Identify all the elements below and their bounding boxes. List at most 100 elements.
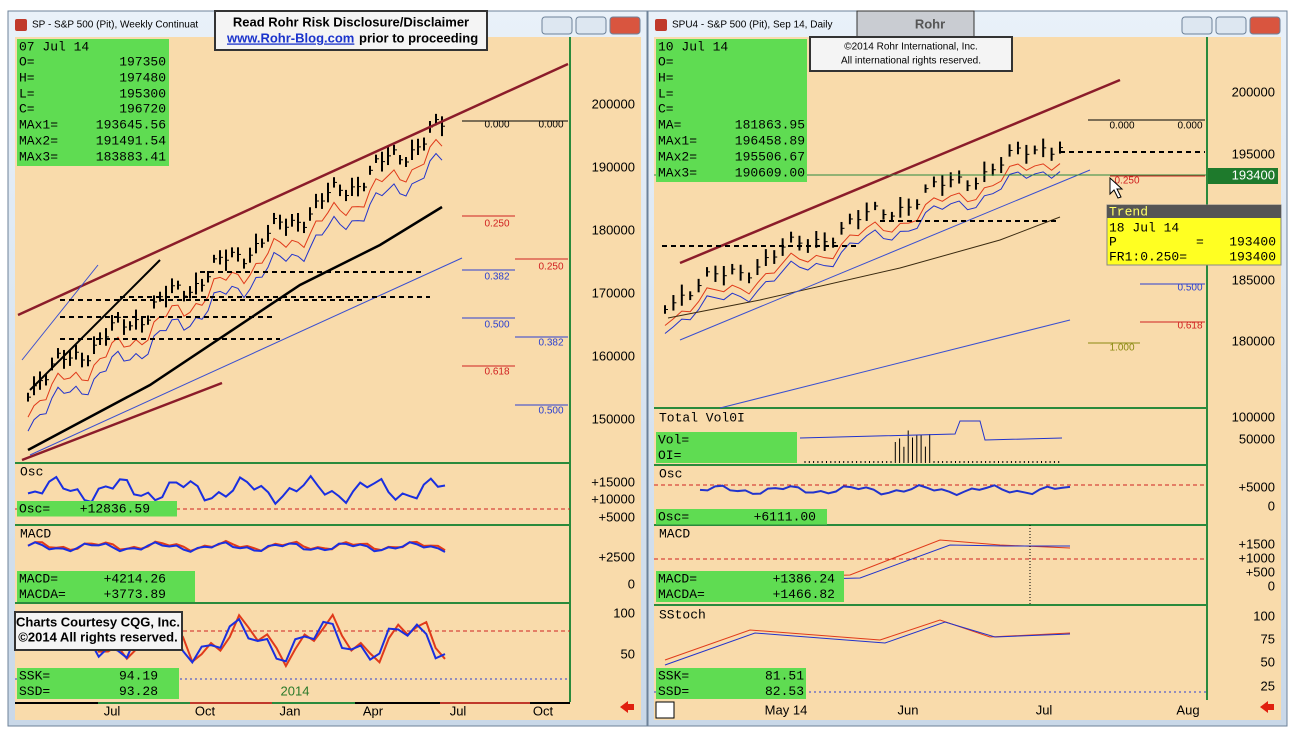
- panel-title: MACD: [659, 526, 690, 541]
- readout-label: Osc=: [19, 501, 50, 516]
- fib-label: 0.500: [538, 406, 563, 417]
- fib-label: 0.382: [484, 272, 509, 283]
- panel-title: Total Vol0I: [659, 410, 745, 425]
- fib-label: 0.250: [538, 262, 563, 273]
- fib-label: 0.250: [1114, 176, 1139, 187]
- panel-title: MACD: [20, 526, 51, 541]
- price-axis-label: 150000: [592, 411, 635, 426]
- readout-value: +12836.59: [80, 501, 150, 516]
- oscillator-line: [27, 474, 446, 506]
- trend-line: [679, 169, 1091, 341]
- trend-date: 18 Jul 14: [1109, 220, 1179, 235]
- time-axis-label: Oct: [195, 703, 216, 718]
- fib-label: 0.000: [1109, 121, 1134, 132]
- courtesy-text: Charts Courtesy CQG, Inc.: [16, 614, 180, 629]
- info-value: 195300: [119, 86, 166, 101]
- indicator-axis-label: +1500: [1238, 536, 1275, 551]
- time-axis: [654, 700, 1281, 720]
- panel-title: SStoch: [659, 607, 706, 622]
- fib-label: 0.000: [1177, 121, 1202, 132]
- readout-box: [17, 668, 179, 699]
- window-button[interactable]: [575, 16, 607, 35]
- time-axis-label: May 14: [765, 702, 808, 717]
- indicator-axis-label: +15000: [591, 474, 635, 489]
- trend-label: =: [1196, 234, 1204, 249]
- moving-average: [27, 138, 443, 418]
- disclaimer-link[interactable]: www.Rohr-Blog.com: [226, 30, 354, 45]
- readout-box: [656, 432, 797, 463]
- info-value: 196458.89: [735, 133, 805, 148]
- readout-label: MACDA=: [658, 587, 705, 602]
- panel-title: Osc: [659, 466, 682, 481]
- readout-value: +1386.24: [773, 571, 836, 586]
- fib-label: 0.382: [538, 338, 563, 349]
- info-label: C=: [658, 101, 674, 116]
- trend-value: 193400: [1229, 249, 1276, 264]
- trend-line: [679, 78, 1121, 265]
- readout-value: 94.19: [119, 668, 158, 683]
- info-label: MAx2=: [19, 133, 58, 148]
- window-button[interactable]: [541, 16, 573, 35]
- info-date: 07 Jul 14: [19, 39, 89, 54]
- disclaimer-text: Read Rohr Risk Disclosure/Disclaimer: [233, 14, 469, 29]
- macda-line: [27, 541, 446, 553]
- info-label: MA=: [658, 117, 682, 132]
- readout-label: SSD=: [658, 684, 689, 699]
- indicator-axis-label: 25: [1261, 678, 1275, 693]
- fib-label: 1.000: [1109, 343, 1134, 354]
- trend-title: Trend: [1109, 204, 1148, 219]
- moving-average: [667, 216, 1061, 319]
- fib-label: 0.618: [1177, 321, 1202, 332]
- fib-label: 0.500: [1177, 283, 1202, 294]
- fib-label: 0.618: [484, 367, 509, 378]
- moving-average: [27, 152, 443, 432]
- info-value: 193645.56: [96, 117, 166, 132]
- indicator-axis-label: 50000: [1239, 431, 1275, 446]
- close-button[interactable]: [1249, 16, 1281, 35]
- info-label: L=: [19, 86, 35, 101]
- readout-label: Osc=: [658, 509, 689, 524]
- last-price-box: [1208, 168, 1278, 184]
- close-button[interactable]: [609, 16, 641, 35]
- indicator-axis-label: 0: [1268, 498, 1275, 513]
- info-value: 195506.67: [735, 149, 805, 164]
- info-label: L=: [658, 86, 674, 101]
- fib-label: 0.250: [484, 219, 509, 230]
- disclaimer-box: [214, 10, 488, 51]
- window-title: SPU4 - S&P 500 (Pit), Sep 14, Daily: [672, 20, 832, 31]
- disclaimer-text: prior to proceeding: [359, 30, 478, 45]
- scroll-arrow[interactable]: [620, 701, 634, 713]
- price-axis-label: 180000: [592, 222, 635, 237]
- window-button[interactable]: [1215, 16, 1247, 35]
- price-axis-label: 200000: [592, 96, 635, 111]
- trend-line: [29, 257, 463, 456]
- info-label: MAx2=: [658, 149, 697, 164]
- readout-label: Vol=: [658, 432, 689, 447]
- window-button[interactable]: [1181, 16, 1213, 35]
- trend-line: [21, 264, 99, 361]
- info-value: 197350: [119, 54, 166, 69]
- time-axis-label: Oct: [533, 703, 554, 718]
- info-label: H=: [658, 70, 674, 85]
- info-value: 181863.95: [735, 117, 805, 132]
- indicator-axis-label: +2500: [598, 549, 635, 564]
- window-title: SP - S&P 500 (Pit), Weekly Continuat: [32, 20, 198, 31]
- copyright-text: ©2014 Rohr International, Inc.: [844, 42, 978, 53]
- info-label: MAx3=: [19, 149, 58, 164]
- price-axis-label: 190000: [592, 159, 635, 174]
- readout-value: +4214.26: [104, 571, 166, 586]
- readout-box: [656, 668, 806, 699]
- open-interest-line: [799, 420, 1063, 441]
- scroll-arrow[interactable]: [1260, 701, 1274, 713]
- trend-label: P: [1109, 234, 1117, 249]
- info-value: 190609.00: [735, 165, 805, 180]
- trend-line: [17, 62, 569, 317]
- price-axis-label: 195000: [1232, 146, 1275, 161]
- readout-value: +1466.82: [773, 587, 835, 602]
- readout-label: MACDA=: [19, 587, 66, 602]
- time-axis: [15, 702, 641, 720]
- info-box: [17, 39, 169, 166]
- time-axis-label: Jun: [898, 702, 919, 717]
- trend-line: [29, 259, 161, 391]
